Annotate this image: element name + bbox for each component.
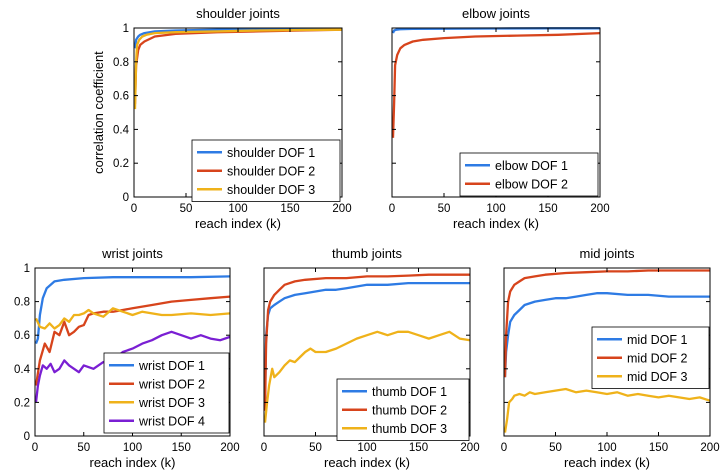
series-line-shoulder-dof-2 <box>133 28 343 105</box>
x-axis-label: reach index (k) <box>90 455 176 470</box>
legend-label: wrist DOF 1 <box>138 359 205 373</box>
x-tick-label: 100 <box>597 442 616 454</box>
legend-label: elbow DOF 2 <box>495 177 568 191</box>
x-tick-label: 0 <box>131 203 137 215</box>
x-tick-label: 50 <box>309 442 322 454</box>
panel-shoulder: 0 50 100 150 200 0 0.2 0.4 0.6 0.8 1 shoulder joint… <box>91 6 352 231</box>
x-tick-label: 150 <box>280 203 299 215</box>
x-tick-label: 0 <box>389 203 395 215</box>
chart-title: wrist joints <box>101 246 163 261</box>
x-tick-label: 0 <box>501 442 507 454</box>
series-line-thumb-dof-2 <box>263 273 470 411</box>
chart-title: mid joints <box>580 246 635 261</box>
series-line-wrist-dof-2 <box>34 295 231 386</box>
y-tick-label: 0.6 <box>14 330 30 342</box>
series-line-wrist-dof-1 <box>34 275 231 345</box>
legend: wrist DOF 1 wrist DOF 2 wrist DOF 3 wrist D… <box>103 352 230 434</box>
legend-label: thumb DOF 3 <box>372 422 447 436</box>
x-tick-label: 200 <box>220 442 239 454</box>
legend-label: elbow DOF 1 <box>495 159 568 173</box>
y-tick-label: 0.8 <box>113 57 129 69</box>
series-line-elbow-dof-2 <box>391 31 601 138</box>
y-tick-label: 1 <box>24 263 30 275</box>
series-line-thumb-dof-1 <box>263 281 470 403</box>
series-line-mid-dof-2 <box>503 269 710 378</box>
legend-label: mid DOF 3 <box>627 370 687 384</box>
panel-thumb: 0 50 100 150 200 thumb joints reach index (k) t… <box>261 246 480 470</box>
legend-label: shoulder DOF 2 <box>227 164 315 178</box>
y-tick-label: 0 <box>123 192 129 204</box>
panel-wrist: 0 50 100 150 200 0 0.2 0.4 0.6 0.8 1 wrist joints re… <box>14 246 240 470</box>
x-tick-label: 100 <box>123 442 142 454</box>
series-line-thumb-dof-3 <box>263 330 471 423</box>
x-tick-label: 50 <box>180 203 193 215</box>
legend-label: wrist DOF 2 <box>138 377 205 391</box>
x-tick-label: 150 <box>172 442 191 454</box>
series-line-mid-dof-1 <box>503 292 710 378</box>
x-tick-label: 200 <box>332 203 351 215</box>
x-tick-label: 150 <box>538 203 557 215</box>
legend-label: shoulder DOF 3 <box>227 183 315 197</box>
x-tick-label: 150 <box>409 442 428 454</box>
y-tick-label: 1 <box>123 23 129 35</box>
chart-title: thumb joints <box>332 246 403 261</box>
legend-label: thumb DOF 1 <box>372 385 447 399</box>
legend-label: wrist DOF 3 <box>138 396 205 410</box>
legend: shoulder DOF 1 shoulder DOF 2 shoulder DOF… <box>191 139 341 202</box>
series-line-shoulder-dof-3 <box>133 28 343 110</box>
chart-title: shoulder joints <box>196 6 280 21</box>
x-tick-label: 100 <box>228 203 247 215</box>
legend-label: shoulder DOF 1 <box>227 146 315 160</box>
x-tick-label: 0 <box>261 442 267 454</box>
legend-box <box>459 152 599 197</box>
x-tick-label: 200 <box>700 442 719 454</box>
x-tick-label: 100 <box>357 442 376 454</box>
x-tick-label: 50 <box>549 442 562 454</box>
legend-label: thumb DOF 2 <box>372 403 447 417</box>
y-tick-label: 0.4 <box>14 364 31 376</box>
y-tick-label: 0.2 <box>14 397 30 409</box>
x-tick-label: 200 <box>590 203 609 215</box>
x-tick-label: 150 <box>649 442 668 454</box>
chart-title: elbow joints <box>462 6 530 21</box>
x-tick-label: 200 <box>460 442 479 454</box>
legend: elbow DOF 1 elbow DOF 2 <box>459 152 599 197</box>
legend: thumb DOF 1 thumb DOF 2 thumb DOF 3 <box>336 378 470 441</box>
x-tick-label: 0 <box>32 442 38 454</box>
y-tick-label: 0.8 <box>14 297 30 309</box>
x-axis-label: reach index (k) <box>453 216 539 231</box>
y-tick-label: 0.2 <box>113 158 129 170</box>
panel-elbow: 0 50 100 150 200 elbow joints reach index (k) e… <box>389 6 610 231</box>
y-tick-label: 0.6 <box>113 91 129 103</box>
series-line-mid-dof-3 <box>503 387 711 433</box>
x-tick-label: 50 <box>77 442 90 454</box>
y-tick-label: 0.4 <box>113 124 130 136</box>
legend-label: mid DOF 2 <box>627 351 687 365</box>
y-axis-label: correlation coefficient <box>91 51 106 174</box>
legend-label: wrist DOF 4 <box>138 414 205 428</box>
x-tick-label: 50 <box>438 203 451 215</box>
x-axis-label: reach index (k) <box>195 216 281 231</box>
legend-label: mid DOF 1 <box>627 333 687 347</box>
series-line-wrist-dof-3 <box>34 307 231 330</box>
series-line-wrist-dof-4 <box>34 330 231 403</box>
y-tick-label: 0 <box>24 431 30 443</box>
x-tick-label: 100 <box>486 203 505 215</box>
x-axis-label: reach index (k) <box>564 455 650 470</box>
legend: mid DOF 1 mid DOF 2 mid DOF 3 <box>591 326 710 389</box>
x-axis-label: reach index (k) <box>324 455 410 470</box>
panel-mid: 0 50 100 150 200 mid joints reach index (k) mid… <box>501 246 720 470</box>
